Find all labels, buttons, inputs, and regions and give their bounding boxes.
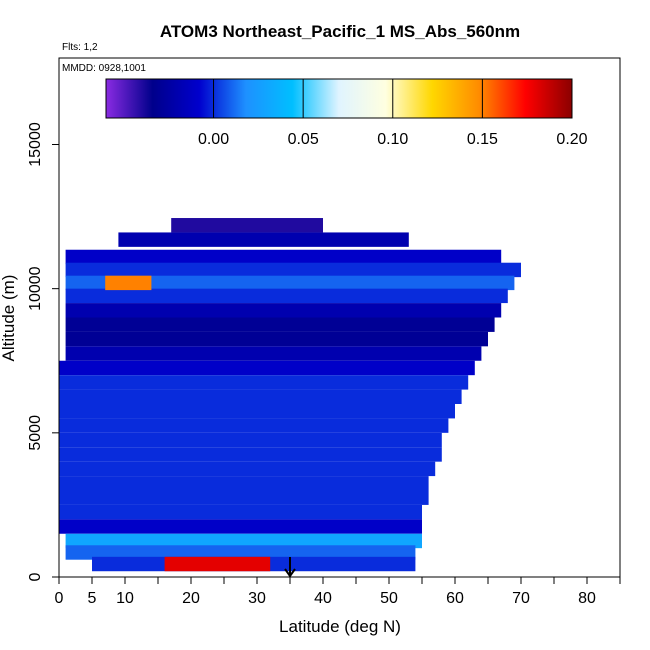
heatmap-band: [59, 490, 429, 505]
x-tick-label: 5: [88, 590, 97, 607]
heatmap-band: [59, 447, 442, 462]
colorbar-tick-label: 0.05: [288, 131, 319, 148]
heatmap-band: [59, 360, 475, 376]
dates-label: MMDD: 0928,1001: [62, 63, 146, 74]
plot-frame: [58, 57, 621, 578]
heatmap-band: [59, 418, 449, 433]
heatmap-band: [118, 232, 409, 247]
x-tick-label: 10: [116, 590, 134, 607]
x-tick-label: 40: [314, 590, 332, 607]
heatmap-band: [59, 504, 422, 520]
heatmap-hotspot: [105, 275, 152, 291]
heatmap-band: [171, 218, 323, 233]
y-axis-label: Altitude (m): [0, 275, 18, 362]
colorbar-tick-label: 0.20: [556, 131, 587, 148]
colorbar-tick-label: 0.15: [467, 131, 498, 148]
heatmap-band: [65, 545, 416, 560]
heatmap-band: [65, 346, 482, 361]
x-tick-label: 30: [248, 590, 266, 607]
y-tick-label: 0: [27, 572, 44, 581]
heatmap-band: [65, 317, 495, 332]
chart-title: ATOM3 Northeast_Pacific_1 MS_Abs_560nm: [160, 22, 520, 41]
x-axis-label: Latitude (deg N): [279, 617, 401, 636]
x-tick-label: 20: [182, 590, 200, 607]
heatmap-band: [59, 404, 455, 419]
x-tick-label: 50: [380, 590, 398, 607]
x-tick-label: 80: [578, 590, 596, 607]
heatmap-band: [65, 288, 508, 304]
heatmap-band: [59, 461, 436, 477]
heatmap-band: [65, 303, 502, 318]
flights-label: Flts: 1,2: [62, 42, 98, 53]
x-tick-label: 70: [512, 590, 530, 607]
heatmap-band: [65, 331, 488, 347]
x-tick-label: 60: [446, 590, 464, 607]
heatmap-layer: [59, 218, 521, 578]
heatmap-band: [59, 476, 429, 491]
x-tick-label: 0: [55, 590, 64, 607]
heatmap-band: [59, 389, 462, 404]
heatmap-band: [59, 375, 469, 390]
heatmap-band: [65, 533, 422, 549]
heatmap-band: [59, 519, 422, 534]
colorbar-tick-label: 0.00: [198, 131, 229, 148]
colorbar: 0.00 0.05 0.10 0.15 0.20: [105, 78, 588, 148]
latitude-marker-arrow: [284, 557, 296, 578]
heatmap-hotspot: [164, 556, 271, 572]
y-tick-label: 10000: [27, 266, 44, 311]
y-tick-label: 5000: [27, 415, 44, 451]
axes: 0 5 10 20 30 40 50 60 70 80 0 5000 10000 15000: [27, 122, 621, 607]
heatmap-band: [65, 249, 502, 265]
colorbar-gradient: [105, 78, 573, 119]
heatmap-band: [59, 432, 442, 448]
heatmap-band: [65, 275, 515, 291]
y-tick-label: 15000: [27, 122, 44, 167]
colorbar-tick-label: 0.10: [377, 131, 408, 148]
heatmap-band: [65, 262, 521, 278]
